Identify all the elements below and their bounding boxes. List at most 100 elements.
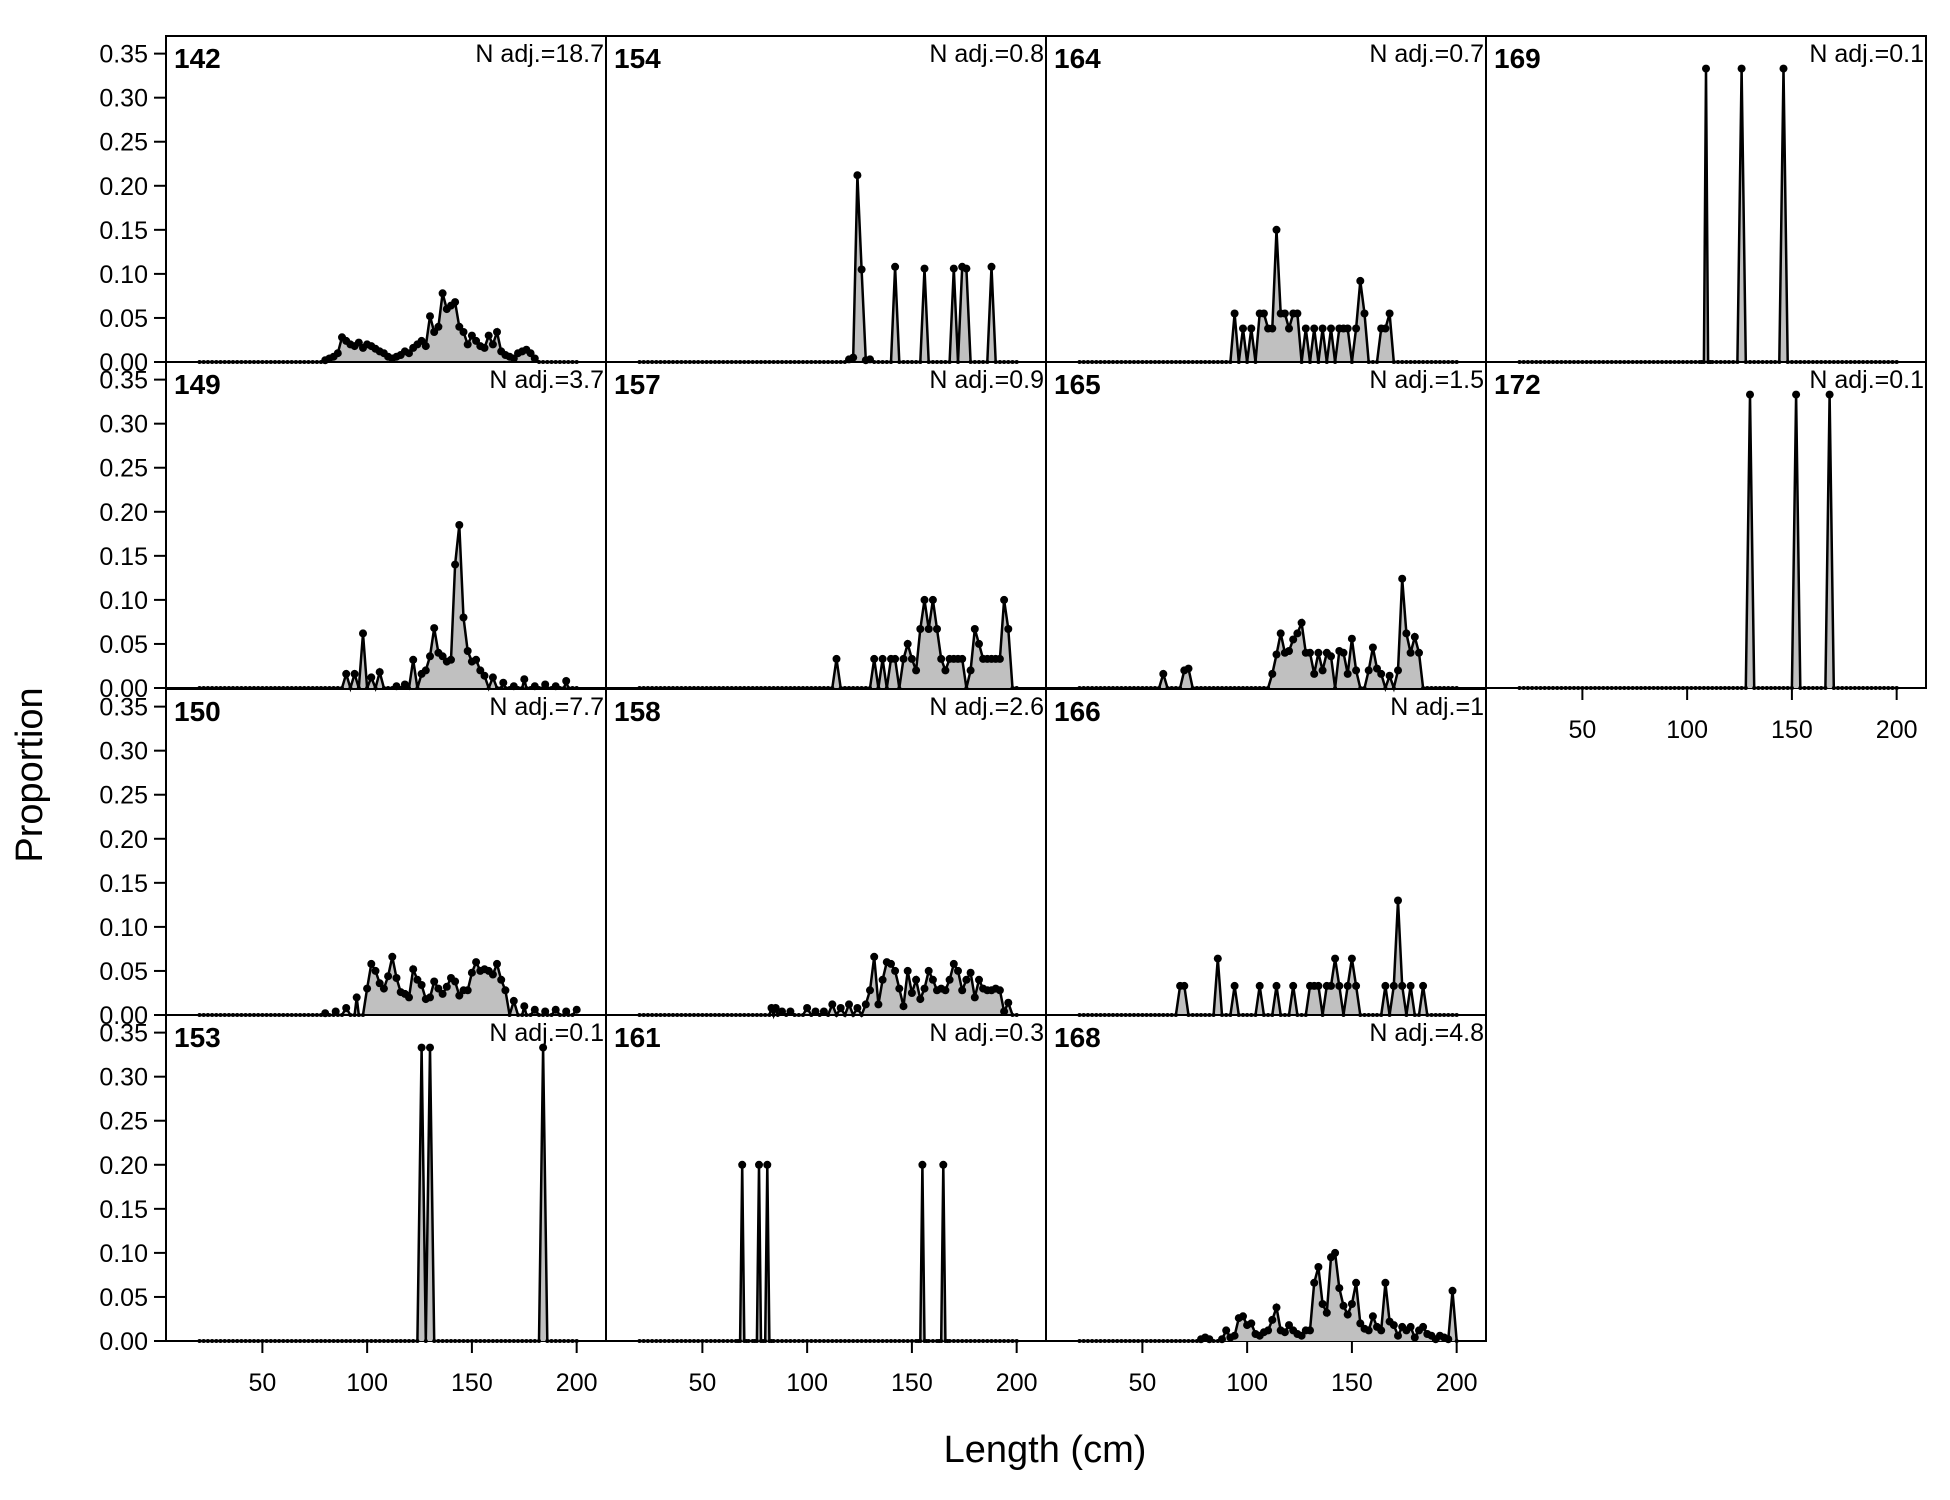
- data-point: [1567, 686, 1572, 690]
- data-point: [1264, 1326, 1273, 1335]
- data-point: [1343, 669, 1352, 678]
- data-point: [1601, 686, 1606, 690]
- data-point: [1551, 686, 1555, 690]
- data-point: [463, 647, 472, 655]
- data-point: [1660, 686, 1664, 690]
- data-point: [384, 972, 393, 981]
- n-adj-label: N adj.=0.9: [929, 366, 1044, 394]
- data-point: [511, 1339, 516, 1343]
- data-point: [926, 1339, 931, 1343]
- data-point: [298, 1339, 303, 1343]
- data-point: [1702, 64, 1710, 73]
- y-tick-label: 0.10: [99, 587, 148, 615]
- panel-frame: [605, 1014, 1047, 1342]
- data-point: [1819, 686, 1824, 690]
- data-point: [463, 340, 472, 349]
- data-point: [1000, 595, 1009, 604]
- x-tick-label: 150: [891, 1369, 933, 1397]
- y-tick-label: 0.15: [99, 870, 148, 898]
- data-point: [811, 1007, 820, 1016]
- data-point: [394, 1339, 399, 1343]
- data-point: [1335, 1284, 1344, 1293]
- series-area: [1079, 578, 1457, 688]
- data-point: [949, 959, 958, 968]
- data-point: [1285, 647, 1293, 655]
- data-point: [1352, 981, 1361, 990]
- data-point: [302, 1339, 307, 1343]
- data-point: [671, 1339, 675, 1343]
- data-point: [352, 993, 361, 1002]
- data-point: [1806, 686, 1811, 690]
- data-point: [222, 1339, 227, 1343]
- data-point: [1406, 981, 1415, 990]
- data-point: [409, 965, 418, 974]
- data-point: [924, 625, 933, 633]
- data-point: [717, 1339, 722, 1343]
- y-tick-label: 0.15: [99, 217, 148, 245]
- data-point: [1211, 1339, 1216, 1343]
- series-area: [639, 599, 1017, 688]
- data-point: [509, 996, 518, 1005]
- data-point: [1339, 1301, 1348, 1310]
- data-point: [1737, 64, 1746, 73]
- data-point: [1310, 324, 1319, 333]
- data-point: [849, 353, 858, 362]
- data-point: [1111, 1339, 1115, 1343]
- data-point: [482, 1339, 487, 1343]
- data-point: [367, 959, 376, 968]
- data-point: [390, 1339, 395, 1343]
- data-point: [1230, 309, 1239, 318]
- data-point: [891, 262, 900, 271]
- data-point: [985, 1339, 990, 1343]
- panel-frame: [1045, 1014, 1487, 1342]
- series-area: [639, 1164, 1017, 1341]
- data-point: [821, 1339, 826, 1343]
- panel-164: 164 N adj.=0.7: [1045, 35, 1487, 364]
- data-point: [417, 981, 426, 989]
- n-adj-label: N adj.=0.1: [1809, 366, 1924, 394]
- data-point: [361, 1339, 365, 1343]
- data-point: [306, 1339, 311, 1343]
- data-point: [941, 666, 950, 675]
- data-point: [1006, 1339, 1011, 1343]
- data-point: [1618, 686, 1623, 690]
- data-point: [421, 342, 430, 351]
- n-adj-label: N adj.=0.1: [489, 1019, 604, 1047]
- data-point: [1693, 686, 1698, 690]
- data-point: [530, 354, 539, 363]
- data-point: [1318, 666, 1327, 675]
- y-tick-label: 0.15: [99, 1196, 148, 1224]
- data-point: [725, 1339, 730, 1343]
- data-point: [497, 975, 506, 984]
- data-point: [987, 262, 996, 271]
- data-point: [847, 1339, 851, 1343]
- y-tick-label: 0.10: [99, 914, 148, 942]
- data-point: [214, 1339, 219, 1343]
- data-point: [838, 1339, 843, 1343]
- data-point: [1831, 686, 1836, 690]
- data-point: [1230, 981, 1239, 990]
- x-tick-label: 200: [1436, 1369, 1478, 1397]
- data-point: [243, 1339, 248, 1343]
- data-point: [1314, 981, 1323, 990]
- data-point: [1764, 686, 1769, 690]
- data-point: [426, 312, 434, 321]
- y-tick-label: 0.30: [99, 85, 148, 113]
- data-point: [1559, 686, 1564, 690]
- data-point: [1377, 669, 1386, 678]
- data-point: [392, 974, 401, 982]
- data-point: [1381, 324, 1390, 333]
- data-point: [924, 966, 933, 975]
- data-point: [472, 655, 481, 664]
- data-point: [438, 989, 447, 998]
- data-point: [1098, 1339, 1103, 1343]
- data-point: [912, 975, 921, 984]
- data-point: [721, 1339, 726, 1343]
- data-point: [683, 1339, 688, 1343]
- data-point: [941, 986, 950, 995]
- y-axis-label: Proportion: [9, 687, 51, 862]
- data-point: [1546, 686, 1551, 690]
- data-point: [415, 1339, 420, 1343]
- data-point: [1530, 686, 1535, 690]
